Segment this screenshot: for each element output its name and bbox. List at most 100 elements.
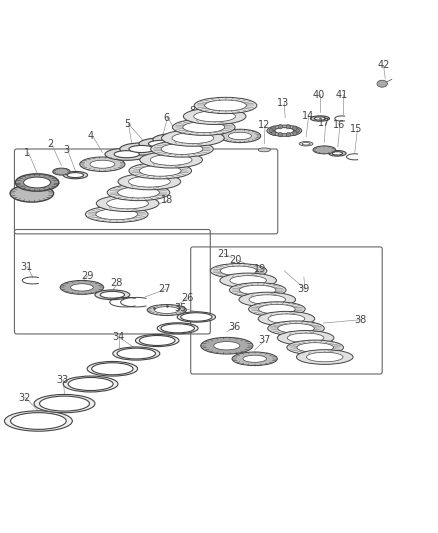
Text: 21: 21	[217, 249, 230, 260]
Ellipse shape	[172, 133, 214, 143]
Circle shape	[272, 126, 276, 131]
Ellipse shape	[107, 184, 170, 200]
Ellipse shape	[147, 304, 186, 316]
Ellipse shape	[287, 333, 324, 343]
Ellipse shape	[201, 337, 253, 354]
Ellipse shape	[105, 148, 148, 160]
Ellipse shape	[313, 146, 336, 154]
Circle shape	[278, 125, 283, 129]
Text: 8: 8	[190, 106, 196, 116]
Ellipse shape	[302, 142, 310, 145]
Text: 18: 18	[161, 196, 173, 205]
Ellipse shape	[177, 312, 215, 322]
Text: 15: 15	[350, 124, 362, 134]
Text: 26: 26	[181, 293, 194, 303]
Text: 5: 5	[124, 119, 131, 129]
Ellipse shape	[258, 311, 315, 326]
Ellipse shape	[220, 266, 257, 276]
Text: 29: 29	[81, 271, 94, 281]
Ellipse shape	[161, 324, 194, 333]
Ellipse shape	[10, 184, 53, 202]
Ellipse shape	[377, 80, 388, 87]
Ellipse shape	[139, 335, 175, 345]
Text: 40: 40	[313, 90, 325, 100]
Ellipse shape	[107, 198, 148, 209]
Text: 3: 3	[64, 145, 70, 155]
Ellipse shape	[243, 355, 266, 362]
Text: 37: 37	[258, 335, 270, 345]
Text: 31: 31	[21, 262, 33, 271]
Ellipse shape	[117, 187, 159, 198]
Ellipse shape	[135, 334, 179, 346]
Ellipse shape	[150, 155, 192, 165]
Ellipse shape	[67, 173, 84, 177]
Ellipse shape	[232, 352, 277, 366]
Text: 41: 41	[336, 90, 348, 100]
Text: 27: 27	[159, 284, 171, 294]
Text: 12: 12	[258, 120, 270, 130]
Ellipse shape	[96, 195, 159, 212]
Ellipse shape	[230, 282, 286, 297]
Ellipse shape	[129, 163, 191, 179]
Ellipse shape	[63, 172, 88, 179]
Ellipse shape	[100, 292, 124, 298]
Ellipse shape	[114, 151, 139, 158]
Circle shape	[286, 133, 290, 137]
Ellipse shape	[4, 411, 72, 431]
Ellipse shape	[314, 117, 326, 120]
Text: 16: 16	[332, 120, 345, 130]
Ellipse shape	[177, 132, 208, 140]
Ellipse shape	[90, 160, 115, 168]
Ellipse shape	[118, 173, 181, 190]
Ellipse shape	[140, 152, 202, 168]
Ellipse shape	[219, 129, 261, 143]
Ellipse shape	[201, 133, 213, 137]
Text: 20: 20	[230, 255, 242, 265]
Ellipse shape	[173, 119, 235, 135]
Ellipse shape	[129, 146, 154, 152]
Ellipse shape	[153, 134, 198, 146]
Ellipse shape	[183, 133, 203, 139]
Ellipse shape	[80, 157, 125, 172]
Ellipse shape	[258, 148, 270, 152]
Ellipse shape	[307, 352, 343, 362]
Ellipse shape	[249, 302, 305, 317]
Ellipse shape	[117, 348, 155, 359]
Ellipse shape	[53, 168, 70, 175]
Ellipse shape	[161, 143, 203, 155]
Text: 28: 28	[110, 278, 123, 288]
Ellipse shape	[184, 108, 246, 125]
Ellipse shape	[120, 143, 163, 155]
Ellipse shape	[267, 125, 302, 136]
Ellipse shape	[240, 285, 276, 295]
Text: 38: 38	[354, 314, 367, 325]
Text: 2: 2	[47, 139, 53, 149]
Ellipse shape	[213, 136, 225, 140]
Text: 11: 11	[234, 103, 246, 112]
Text: 17: 17	[318, 118, 331, 128]
Ellipse shape	[311, 116, 329, 121]
Ellipse shape	[275, 127, 294, 134]
Ellipse shape	[287, 340, 343, 355]
Ellipse shape	[249, 295, 286, 304]
Ellipse shape	[277, 330, 334, 345]
Text: 33: 33	[56, 375, 68, 385]
Ellipse shape	[220, 273, 276, 288]
Text: 9: 9	[206, 105, 212, 115]
Text: 13: 13	[277, 98, 290, 108]
Ellipse shape	[63, 376, 118, 392]
Circle shape	[295, 128, 300, 133]
Ellipse shape	[95, 290, 130, 300]
Ellipse shape	[268, 314, 305, 324]
Ellipse shape	[71, 284, 93, 291]
Ellipse shape	[11, 413, 66, 430]
Ellipse shape	[210, 263, 267, 278]
Ellipse shape	[87, 361, 138, 376]
Ellipse shape	[299, 142, 313, 146]
Circle shape	[278, 133, 283, 137]
Text: 4: 4	[88, 131, 94, 141]
Ellipse shape	[39, 396, 89, 411]
Ellipse shape	[139, 138, 184, 150]
Circle shape	[286, 125, 290, 129]
Ellipse shape	[15, 174, 59, 191]
